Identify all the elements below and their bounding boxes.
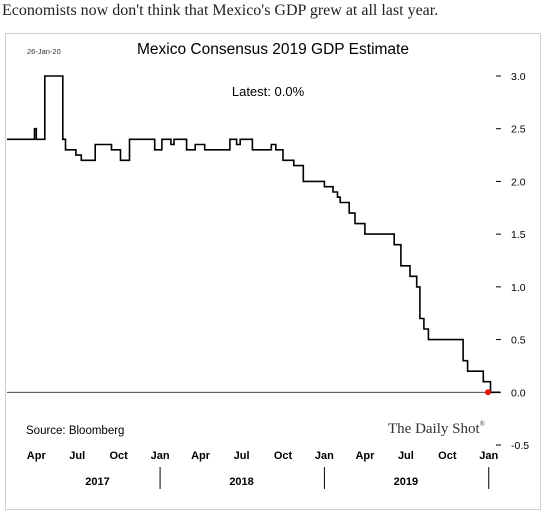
x-tick-label: Jul [69,450,85,462]
x-tick-label: Jan [315,450,334,462]
x-tick-label: Apr [27,450,47,462]
latest-point [485,389,491,396]
x-tick-label: Apr [355,450,375,462]
x-tick-label: Jul [398,450,414,462]
brand-logo: The Daily Shot® [388,420,486,437]
y-tick-label: 0.0 [511,387,526,399]
y-tick-label: 2.5 [511,124,526,136]
x-tick-label: Jul [234,450,250,462]
year-label: 2019 [394,476,418,488]
y-tick-label: 1.0 [511,282,526,294]
post-caption: Economists now don't think that Mexico's… [2,2,439,19]
x-tick-label: Jan [479,450,498,462]
chart-title: Mexico Consensus 2019 GDP Estimate [137,41,409,58]
chart-frame [5,33,541,510]
x-axis: Apr Jul Oct Jan Apr Jul Oct Jan Apr Jul Oct Jan 2017… [27,450,498,489]
y-tick-label: 1.5 [511,229,526,241]
year-label: 2018 [229,476,253,488]
x-tick-label: Apr [191,450,211,462]
x-tick-label: Oct [274,450,293,462]
x-tick-label: Oct [438,450,457,462]
x-tick-label: Oct [109,450,128,462]
year-label: 2017 [85,476,109,488]
y-tick-label: 2.0 [511,176,526,188]
y-tick-label: 3.0 [511,71,526,83]
y-tick-label: -0.5 [511,440,529,452]
brand-name: The Daily Shot [388,421,480,437]
y-tick-label: 0.5 [511,335,526,347]
date-stamp: 26-Jan-20 [27,47,61,56]
brand-mark: ® [480,420,486,428]
x-tick-label: Jan [151,450,170,462]
latest-annotation: Latest: 0.0% [232,84,305,99]
source-label: Source: Bloomberg [26,425,124,437]
y-axis: 3.0 2.5 2.0 1.5 1.0 0.5 0.0 -0.5 [7,71,529,452]
series-line [7,75,500,394]
